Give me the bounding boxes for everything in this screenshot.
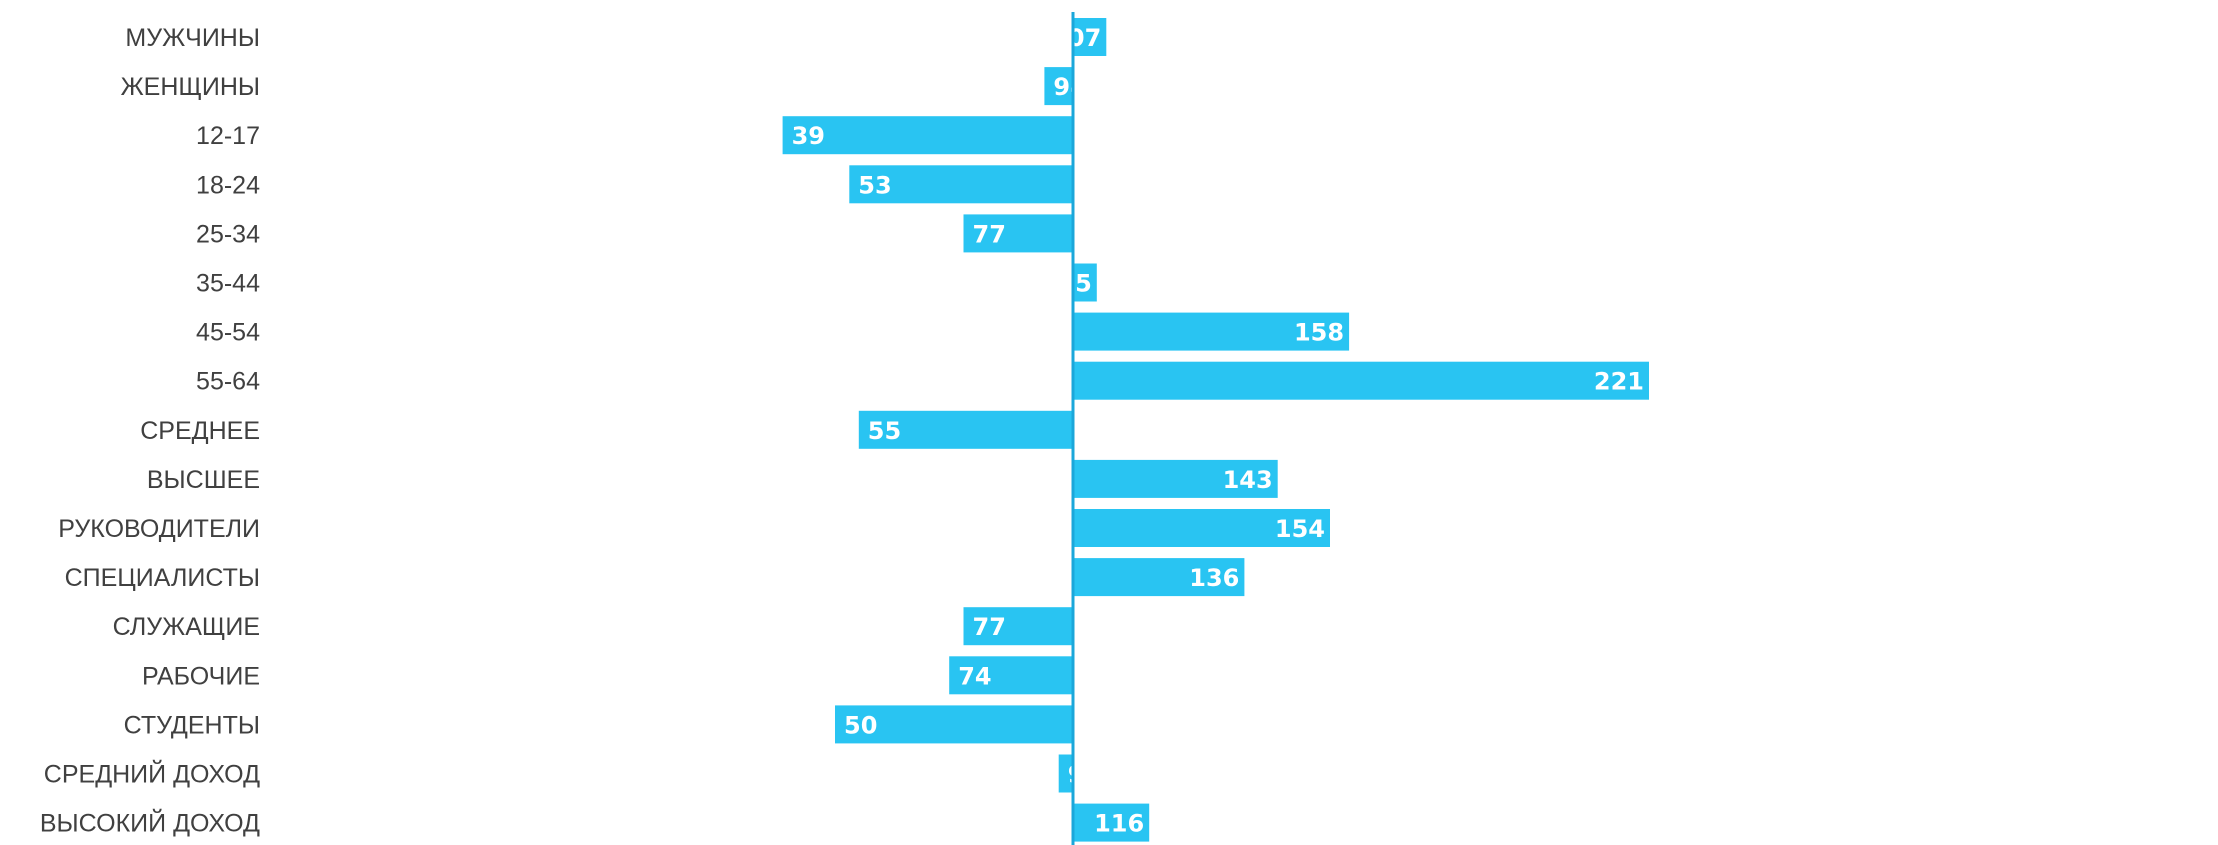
bar [858,410,1073,449]
category-label: 12-17 [196,122,260,150]
value-label: 221 [1594,368,1644,396]
category-label: 25-34 [196,220,260,248]
bar [1073,361,1649,400]
category-label: РУКОВОДИТЕЛИ [58,515,260,543]
value-label: 116 [1094,810,1144,838]
bar [1073,558,1245,597]
category-label: 18-24 [196,171,260,199]
bar [782,116,1073,155]
bar [1073,18,1107,56]
bar [849,165,1073,204]
bar [1073,459,1278,498]
value-label: 55 [868,417,901,445]
category-label: ЖЕНЩИНЫ [121,73,260,101]
value-label: 74 [958,662,991,690]
value-label: 143 [1223,466,1273,494]
value-label: 77 [973,220,1006,248]
category-label: 35-44 [196,270,260,298]
category-label: МУЖЧИНЫ [125,24,260,52]
bar [1044,67,1073,106]
bar [1073,803,1150,842]
value-label: 77 [973,613,1006,641]
category-label: СРЕДНИЙ ДОХОД [44,759,260,789]
value-label: 50 [844,711,877,739]
category-label: ВЫСОКИЙ ДОХОД [40,808,260,838]
bar [1073,312,1350,351]
category-label: СТУДЕНТЫ [124,711,260,739]
category-label: ВЫСШЕЕ [147,466,260,494]
bar [1073,509,1330,547]
category-label: 45-54 [196,319,260,347]
bar [1073,263,1097,302]
category-label: СРЕДНЕЕ [140,417,260,445]
bar [949,656,1073,695]
value-label: 105 [1042,270,1092,298]
category-label: СЛУЖАЩИЕ [113,613,260,641]
bar [963,214,1073,253]
value-label: 53 [858,171,891,199]
value-label: 39 [792,122,825,150]
category-label: СПЕЦИАЛИСТЫ [65,564,260,592]
value-label: 94 [1053,73,1086,101]
value-label: 154 [1275,515,1325,543]
bar [963,607,1073,646]
bar [1058,754,1073,793]
category-label: РАБОЧИЕ [142,662,260,690]
bar [835,705,1073,744]
value-label: 107 [1051,24,1101,52]
value-label: 158 [1294,319,1344,347]
category-label: 55-64 [196,368,260,396]
category-labels-layer: МУЖЧИНЫ ЖЕНЩИНЫ 12-17 18-24 25-34 35-44 45-54 5… [40,24,260,838]
bars-layer [782,18,1649,842]
value-label: 136 [1189,564,1239,592]
